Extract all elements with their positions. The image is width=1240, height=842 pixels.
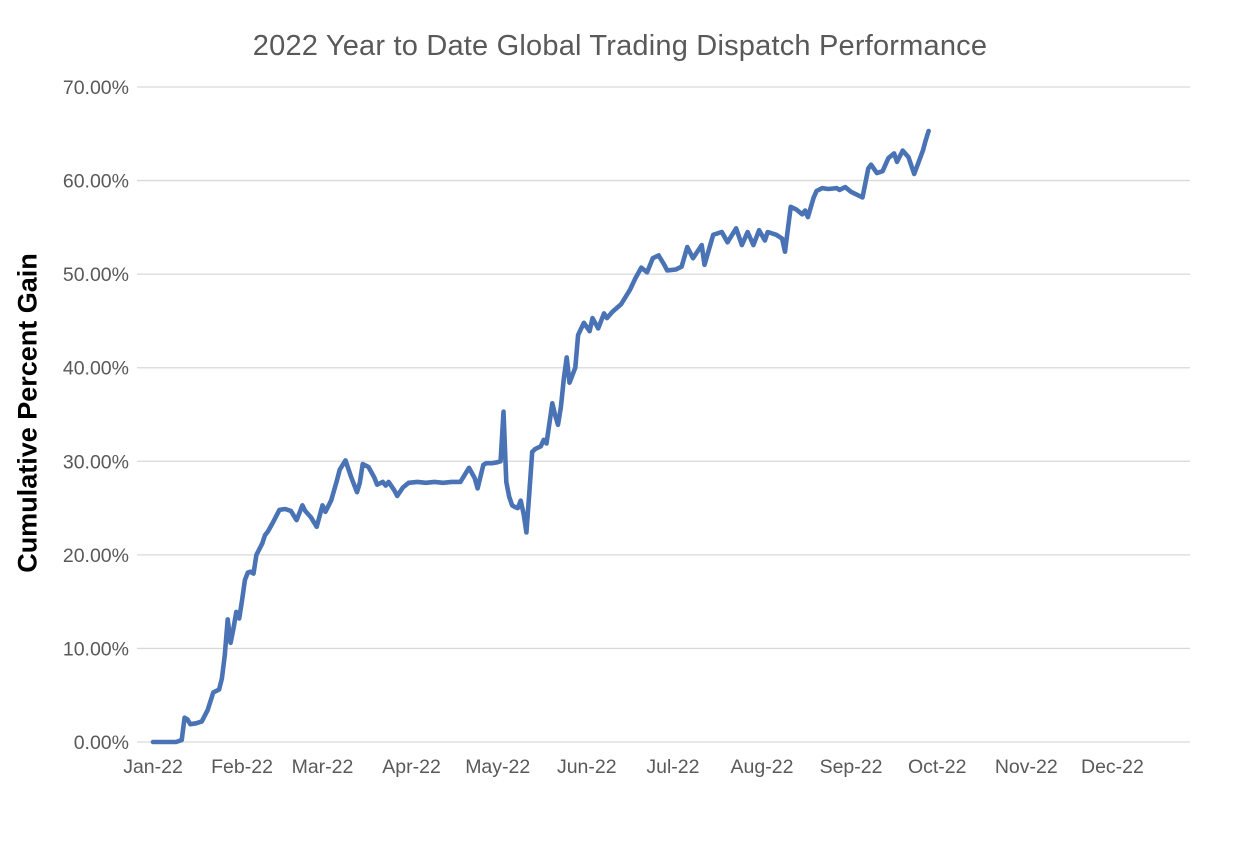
y-tick-label: 10.00% <box>63 638 129 660</box>
x-tick-label: Apr-22 <box>382 756 441 778</box>
y-tick-label: 60.00% <box>63 171 129 193</box>
x-tick-label: Nov-22 <box>995 756 1058 778</box>
x-tick-label: Dec-22 <box>1081 756 1144 778</box>
performance-line <box>150 128 931 745</box>
y-tick-label: 30.00% <box>63 451 129 473</box>
y-tick-label: 70.00% <box>63 77 129 99</box>
y-tick-label: 40.00% <box>63 358 129 380</box>
x-tick-label: Feb-22 <box>211 756 273 778</box>
x-tick-label: Jan-22 <box>123 756 183 778</box>
y-tick-label: 20.00% <box>63 545 129 567</box>
x-tick-label: Jul-22 <box>646 756 699 778</box>
y-tick-label: 0.00% <box>74 732 129 754</box>
x-tick-label: Sep-22 <box>820 756 883 778</box>
x-tick-label: Mar-22 <box>292 756 354 778</box>
y-tick-label: 50.00% <box>63 264 129 286</box>
chart-title: 2022 Year to Date Global Trading Dispatc… <box>252 30 988 62</box>
x-tick-label: Jun-22 <box>557 756 617 778</box>
x-tick-label: Oct-22 <box>908 756 967 778</box>
x-tick-label: May-22 <box>465 756 530 778</box>
x-tick-label: Aug-22 <box>731 756 794 778</box>
